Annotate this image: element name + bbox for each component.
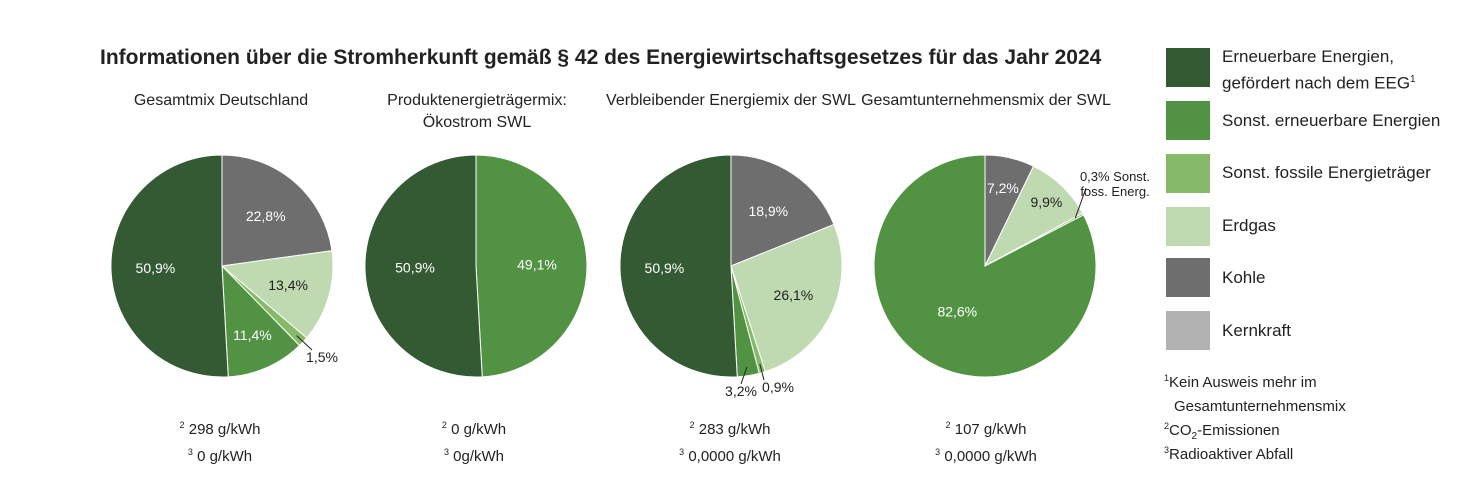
pie-charts: 22,8% 13,4% 1,5% 11,4% 50,9% 49,1% 50,9% 18,9… [110,154,1150,399]
footnote-sup: 3 [1164,445,1170,455]
footnote-1: 1Kein Ausweis mehr im Gesamtunternehmens… [1164,366,1346,419]
legend-footnote-sup: 1 [1410,74,1416,85]
legend-label-line1: Erneuerbare Energien, [1222,47,1395,66]
slice-label: 82,6% [937,304,977,320]
slice-label: 0,9% [762,379,794,395]
slice-label: 26,1% [774,287,814,303]
legend-swatch [1166,48,1210,87]
slice-label: 50,9% [645,260,685,276]
emissions-gesamtmix: 2 298 g/kWh 3 0 g/kWh [140,414,300,468]
footnote-sup: 2 [1164,421,1170,431]
emissions-oekostrom: 2 0 g/kWh 3 0g/kWh [394,414,554,468]
slice-label: 49,1% [517,256,557,272]
co2-value: 0 g/kWh [451,421,507,438]
legend-label: Erdgas [1222,216,1276,235]
footnote-1-line1: 1Kein Ausweis mehr im [1164,366,1346,395]
pie-slice [221,154,333,267]
slice-label: 18,9% [748,203,788,219]
waste-value-row: 3 0g/kWh [443,447,505,465]
legend-swatch [1166,258,1210,297]
pie-slice [221,264,301,378]
pie-slice [110,154,229,378]
slice-label: 50,9% [395,260,435,276]
footnote-text: CO [1169,422,1192,439]
pie-slice [619,154,738,378]
slice-label: foss. Energ. [1080,184,1149,199]
legend-label-line2: gefördert nach dem EEG1 [1222,68,1416,95]
co2-value-row: 2 0 g/kWh [441,420,507,438]
footnote-1-line2: Gesamtunternehmensmix [1174,398,1346,415]
co2-value-row: 2 107 g/kWh [945,420,1027,438]
legend-swatch [1166,101,1210,140]
pie-gesamtmix-deutschland: 22,8% 13,4% 1,5% 11,4% 50,9% [110,154,338,378]
leader-line [740,366,748,385]
waste-value: 0,0000 g/kWh [688,448,781,465]
slice-label: 13,4% [268,277,308,293]
slice-label: 1,5% [306,349,338,365]
waste-value-row: 3 0 g/kWh [187,447,253,465]
leader-line [296,335,313,351]
legend-swatch [1166,207,1210,246]
co2-value-row: 2 283 g/kWh [689,420,771,438]
legend-label-line2-text: gefördert nach dem EEG [1222,73,1411,93]
waste-value: 0g/kWh [453,448,505,465]
waste-value-row: 3 0,0000 g/kWh [935,447,1037,465]
pie-slice [873,154,1097,378]
pie-title-oekostrom: Produktenergieträgermix: Ökostrom SWL [352,90,602,134]
co2-value-row: 2 298 g/kWh [179,420,261,438]
pie-slice [220,250,334,339]
emissions-verbleibender-mix: 2 283 g/kWh 3 0,0000 g/kWh [650,414,810,468]
chart-title: Informationen über die Stromherkunft gem… [100,46,1102,69]
footnote-text: Radioaktiver Abfall [1169,446,1294,463]
pie-title-verbleibender-mix: Verbleibender Energiemix der SWL [606,92,856,109]
co2-value: 107 g/kWh [954,421,1027,438]
waste-value: 0,0000 g/kWh [944,448,1037,465]
slice-label: 9,9% [1030,194,1062,210]
pie-slice [475,154,588,378]
slice-label: 11,4% [233,327,272,343]
pie-gesamtunternehmensmix: 7,2% 9,9% 0,3% Sonst.foss. Energ. 82,6% [873,154,1150,378]
pie-title-oekostrom-line1: Produktenergieträgermix: [387,92,567,109]
legend-label: Sonst. fossile Energieträger [1222,163,1431,182]
legend-label: Kernkraft [1222,321,1291,340]
pie-slice [364,154,483,378]
waste-value-row: 3 0,0000 g/kWh [679,447,781,465]
footnote-3: 3Radioaktiver Abfall [1164,438,1293,467]
pie-oekostrom: 49,1% 50,9% [364,154,588,378]
footnote-text: Kein Ausweis mehr im [1169,374,1317,391]
footnote-sup: 1 [1164,373,1170,383]
legend-swatch [1166,311,1210,350]
slice-label: 22,8% [246,208,286,224]
slice-label: 50,9% [136,260,176,276]
pie-title-gesamtunternehmensmix: Gesamtunternehmensmix der SWL [861,92,1111,109]
co2-value: 298 g/kWh [188,421,261,438]
pie-slice [730,223,843,373]
co2-value: 283 g/kWh [698,421,771,438]
legend-label: Kohle [1222,268,1266,287]
legend-label: Sonst. erneuerbare Energien [1222,111,1441,130]
leader-line [1074,187,1087,219]
waste-value: 0 g/kWh [197,448,253,465]
emissions-gesamtunternehmensmix: 2 107 g/kWh 3 0,0000 g/kWh [906,414,1066,468]
footnote-text-post: -Emissionen [1197,422,1280,439]
footnote-2: 2CO2-Emissionen [1164,414,1280,449]
legend-label: Erneuerbare Energien, gefördert nach dem… [1222,45,1416,95]
slice-label: 0,3% Sonst. [1080,169,1150,184]
pie-slice [730,154,835,267]
leader-line [759,363,765,381]
slice-label: 3,2% [725,383,757,399]
legend-swatch [1166,154,1210,193]
pie-title-gesamtmix-deutschland: Gesamtmix Deutschland [133,92,309,109]
pie-verbleibender-mix: 18,9% 26,1% 0,9% 3,2% 50,9% [619,154,843,399]
slice-label: 7,2% [987,180,1019,196]
pie-title-oekostrom-line2: Ökostrom SWL [422,114,532,131]
footnote-subscript: 2 [1191,431,1198,442]
